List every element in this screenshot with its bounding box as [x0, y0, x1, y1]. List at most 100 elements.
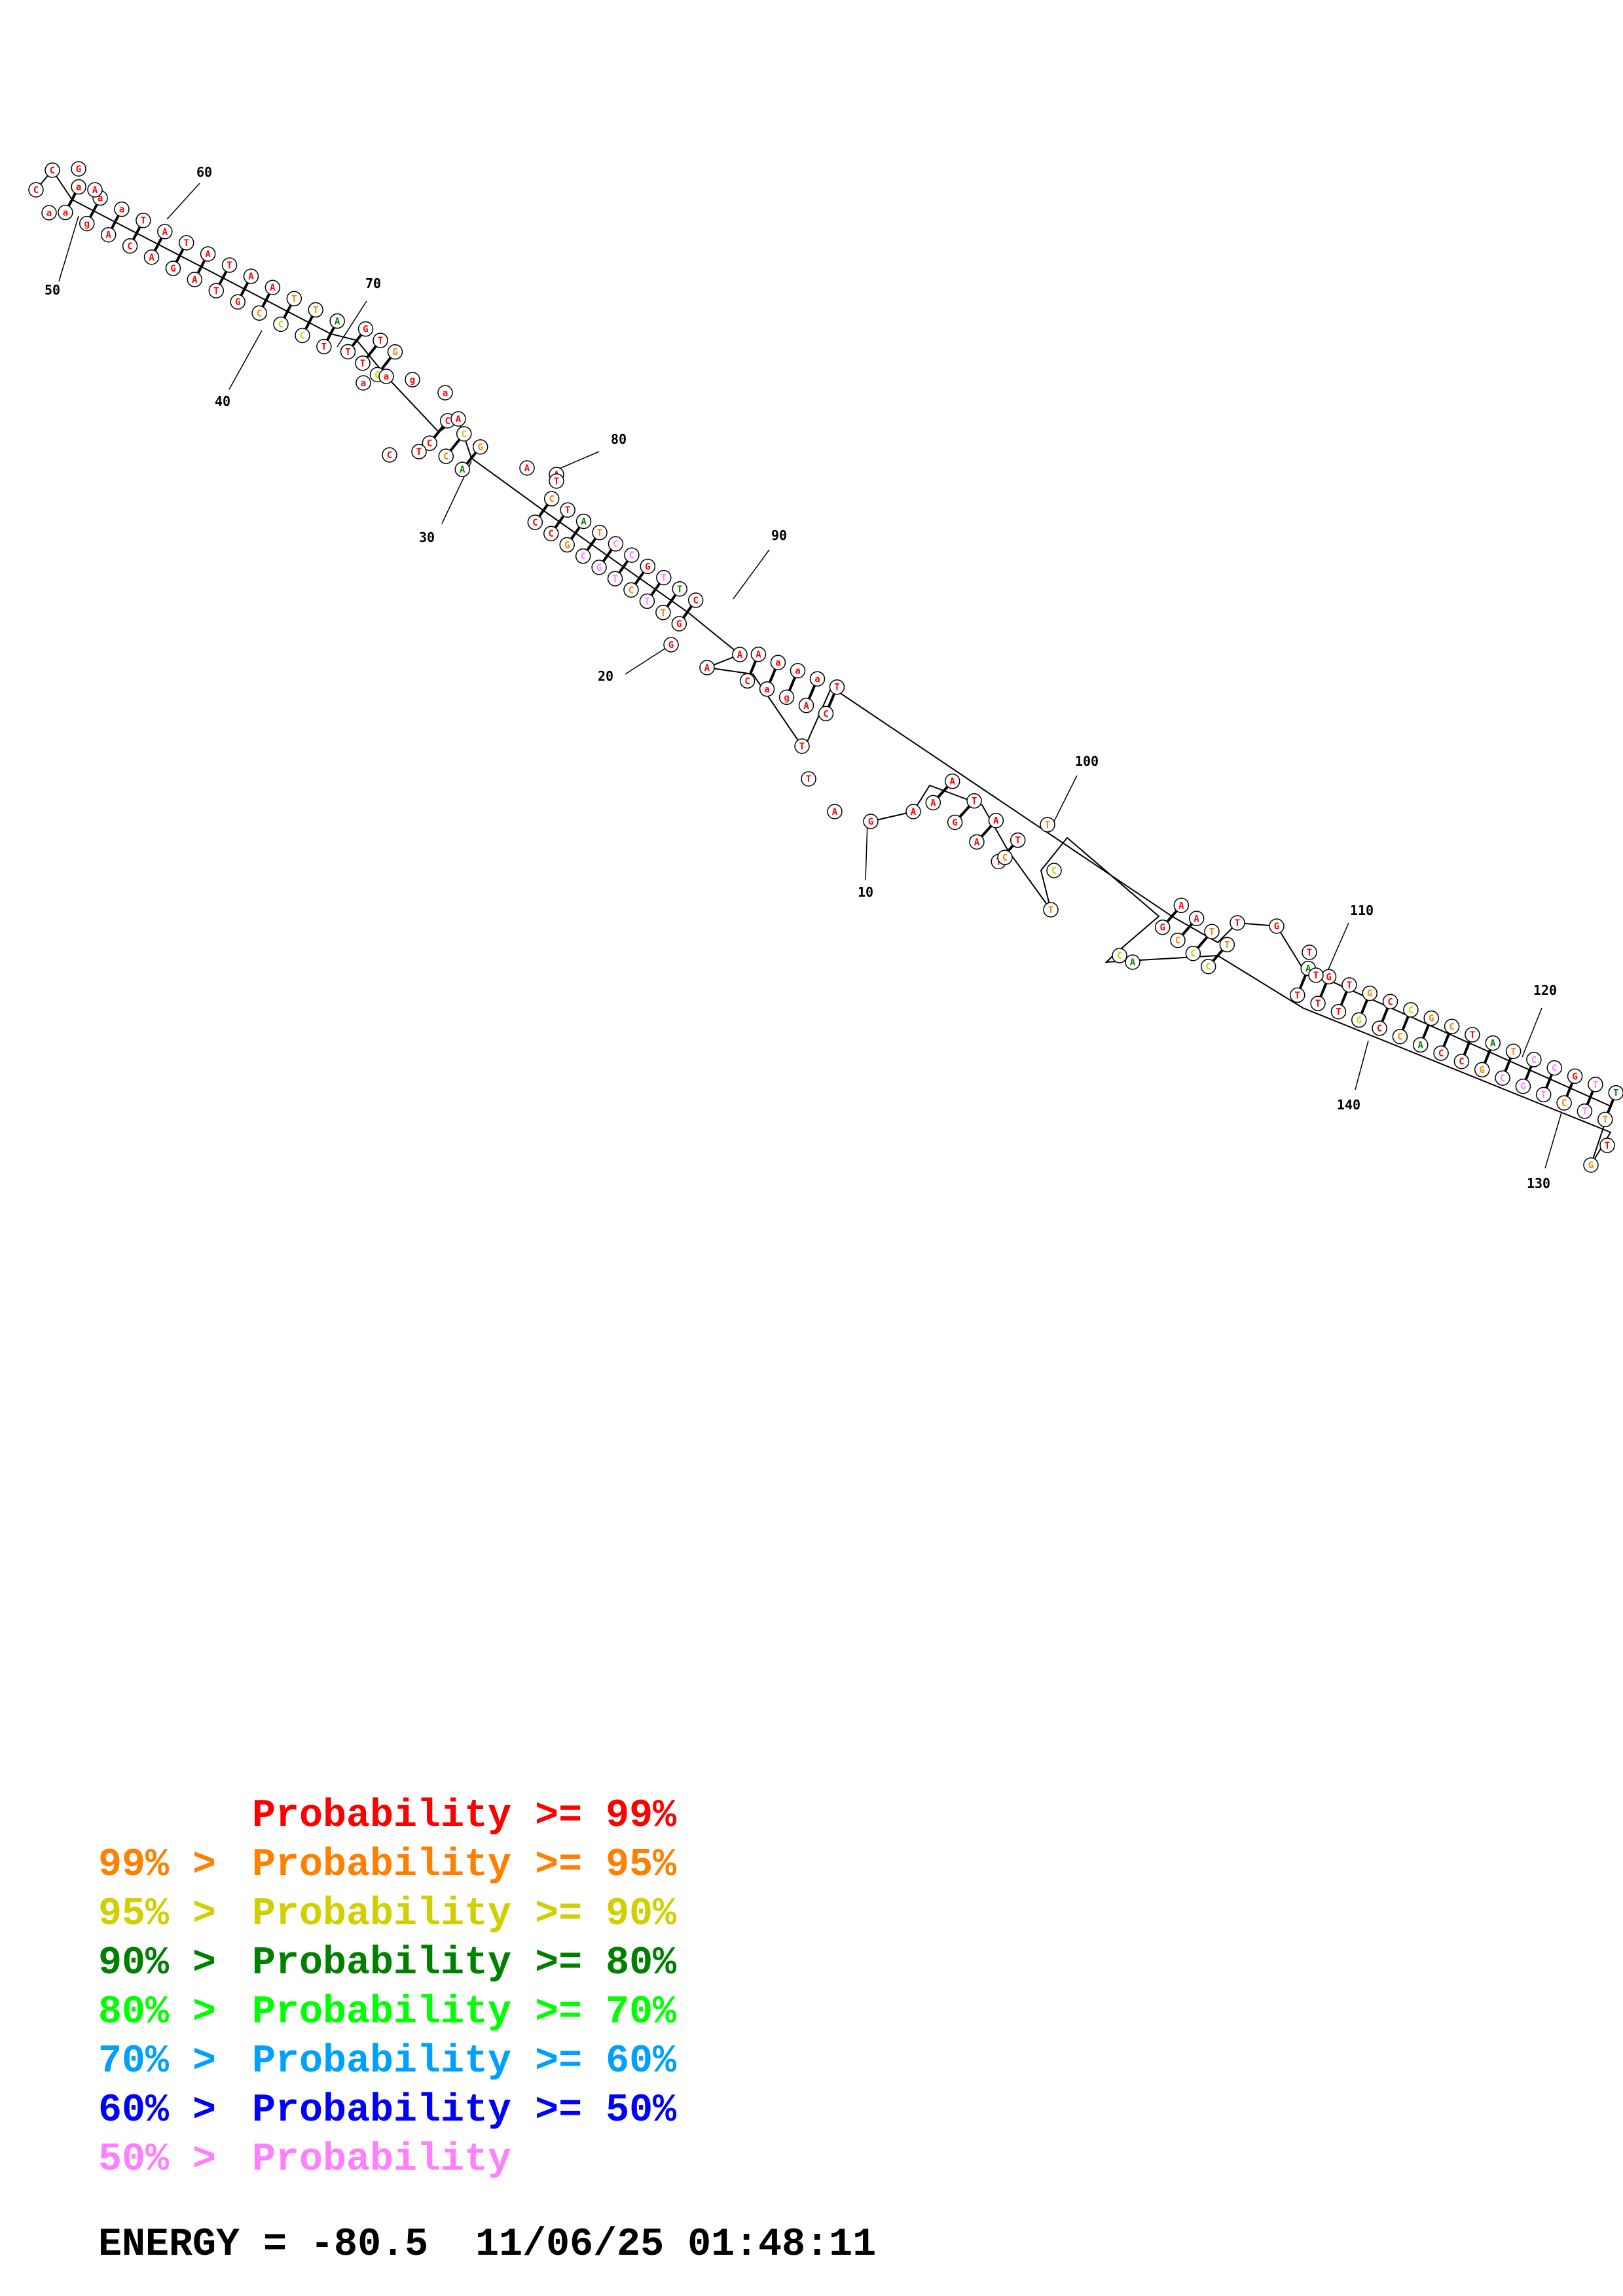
nucleotide: T [1608, 1085, 1623, 1101]
position-tick [1544, 1112, 1562, 1169]
nucleotide-circle [1556, 1095, 1572, 1111]
nucleotide-circle [671, 616, 687, 632]
nucleotide: T [607, 571, 623, 586]
nucleotide-letter: A [1305, 964, 1311, 975]
base-pair [153, 235, 164, 253]
nucleotide: G [640, 558, 656, 575]
nucleotide: A [187, 272, 203, 287]
position-label: 60 [196, 164, 212, 180]
nucleotide: C [1170, 932, 1186, 948]
backbone-lines [35, 169, 1612, 1166]
nucleotide-circle [639, 593, 655, 609]
nucleotide: G [230, 294, 246, 310]
nucleotide: G [71, 161, 86, 177]
nucleotide-letter: G [596, 563, 602, 573]
nucleotide-letter: T [554, 476, 559, 487]
base-pair [1421, 1022, 1431, 1041]
base-pair [767, 666, 778, 685]
nucleotide-letter: G [1588, 1160, 1594, 1171]
nucleotide-circle [1515, 1078, 1531, 1094]
nucleotide-circle [1577, 1103, 1593, 1119]
nucleotide-letter: a [76, 182, 81, 192]
base-pair [787, 675, 797, 693]
nucleotide-letter: C [1459, 1057, 1464, 1067]
nucleotide: A [200, 246, 216, 262]
nucleotide-letter: C [1377, 1024, 1382, 1034]
nucleotide: T [1043, 902, 1059, 918]
nucleotide: a [378, 368, 394, 384]
nucleotide-circle [527, 514, 543, 530]
nucleotide-circle [1219, 937, 1235, 953]
nucleotide-letter: T [1045, 820, 1050, 831]
nucleotide-circle [251, 305, 267, 321]
nucleotide-circle [1372, 1020, 1387, 1036]
backbone-trace [35, 169, 1612, 1166]
nucleotide-letter: A [92, 185, 98, 196]
base-pair [1339, 989, 1349, 1008]
nucleotide-letter: A [832, 807, 838, 817]
nucleotide-letter: G [374, 370, 380, 380]
nucleotide: C [251, 305, 267, 321]
base-pair [537, 502, 550, 519]
nucleotide: A [264, 279, 281, 295]
nucleotide-circle [543, 491, 560, 507]
nucleotide-letter: A [1194, 914, 1199, 924]
nucleotide-letter: A [581, 516, 587, 527]
nucleotide-letter: T [213, 286, 219, 296]
nucleotide-circle [1485, 1035, 1501, 1051]
position-ticks: 10 20 30 40 50 60 70 80 90 100 110 120 130 140 [45, 164, 1562, 1191]
nucleotides: aaagaATCAATGAATTAGACTCTCATGTTTGGCCCCGACC… [28, 161, 1623, 1173]
nucleotide-circle [243, 268, 259, 284]
nucleotide: T [1597, 1111, 1613, 1128]
nucleotide-circle [382, 447, 397, 463]
nucleotide-letter: C [532, 518, 538, 528]
nucleotide-circle [1444, 1018, 1460, 1035]
nucleotide-circle [732, 647, 748, 662]
nucleotide-letter: C [278, 319, 283, 330]
nucleotide: C [1453, 1053, 1470, 1069]
base-pair [1605, 1096, 1616, 1116]
nucleotide: A [157, 224, 173, 240]
position-tick [58, 215, 79, 282]
nucleotide: T [1505, 1043, 1522, 1060]
nucleotide: C [438, 448, 454, 464]
nucleotide-circle [122, 238, 138, 254]
nucleotide: T [672, 581, 687, 597]
nucleotide: T [1204, 924, 1220, 940]
position-label: 80 [611, 431, 627, 447]
nucleotide-letter: T [1224, 940, 1230, 950]
nucleotide-circle [1536, 1086, 1552, 1103]
nucleotide-circle [1505, 1043, 1522, 1060]
nucleotide: T [560, 502, 575, 518]
nucleotide-circle [405, 372, 420, 387]
nucleotide-circle [1423, 1010, 1439, 1026]
nucleotide-letter: T [1582, 1107, 1587, 1117]
nucleotide-letter: A [803, 701, 809, 711]
nucleotide: A [329, 313, 345, 329]
nucleotide-circle [1392, 1028, 1408, 1045]
nucleotide: C [1200, 958, 1216, 975]
nucleotide: C [295, 327, 310, 344]
nucleotide: T [136, 212, 151, 228]
nucleotide-circle [560, 502, 575, 518]
nucleotide-letter: A [524, 463, 530, 474]
nucleotide: G [559, 537, 575, 553]
nucleotide-circle [1351, 1012, 1367, 1028]
nucleotide-circle [1433, 1045, 1449, 1061]
nucleotide-letter: C [744, 676, 750, 687]
nucleotide-letter: T [360, 359, 365, 369]
nucleotide-circle [1495, 1070, 1510, 1086]
nucleotide: T [639, 593, 655, 609]
nucleotide-letter: T [834, 683, 839, 693]
base-pair [109, 213, 121, 231]
nucleotide-circle [316, 338, 332, 355]
nucleotide: G [1423, 1010, 1439, 1026]
position-tick [166, 183, 200, 220]
base-pair [979, 823, 994, 839]
nucleotide-letter: G [676, 619, 682, 630]
nucleotide: G [1567, 1068, 1583, 1085]
position-label: 130 [1527, 1175, 1550, 1191]
position-tick [553, 451, 600, 472]
nucleotide-letter: T [806, 774, 811, 785]
nucleotide-letter: A [456, 414, 462, 425]
